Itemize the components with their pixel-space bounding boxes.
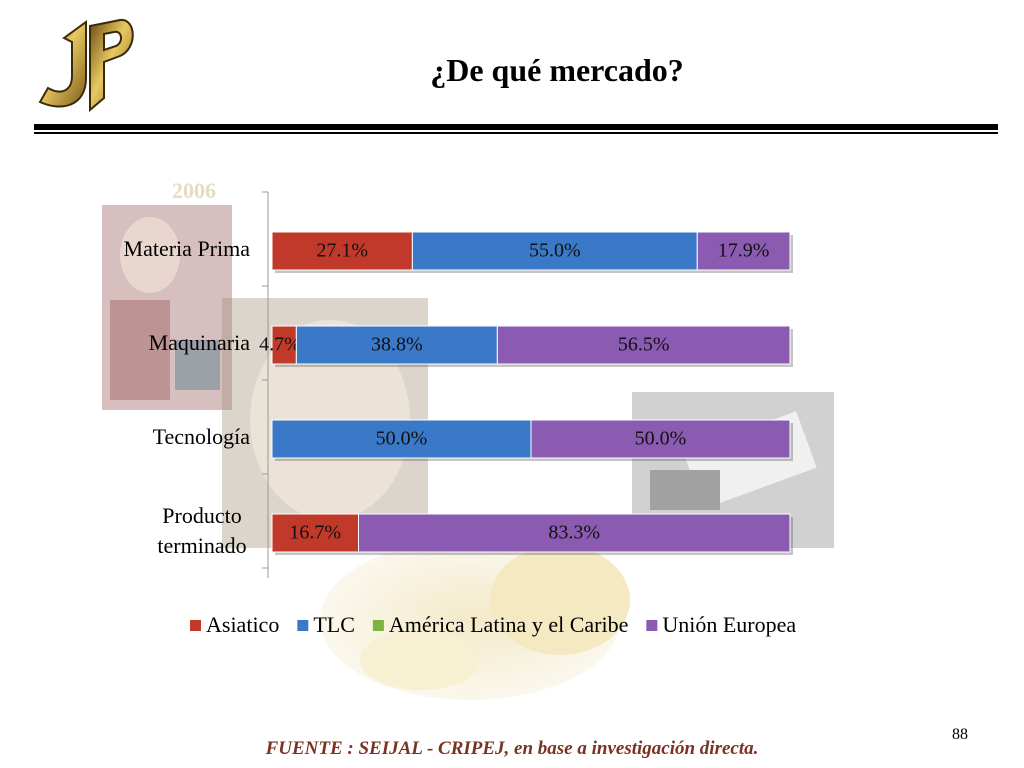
data-label: 55.0% bbox=[529, 240, 581, 262]
data-label: 50.0% bbox=[376, 428, 428, 450]
legend-label: América Latina y el Caribe bbox=[389, 612, 628, 637]
data-label: 27.1% bbox=[316, 240, 368, 262]
data-label: 56.5% bbox=[618, 334, 670, 356]
page-number: 88 bbox=[952, 726, 968, 743]
legend-swatch bbox=[646, 620, 658, 631]
stacked-bar-chart: Materia Prima 27.1% 55.0% 17.9% Maquinaria 4.… bbox=[124, 191, 796, 637]
background-photo-jewelry bbox=[320, 540, 630, 700]
legend-swatch bbox=[372, 620, 384, 631]
slide-title: ¿De qué mercado? bbox=[430, 52, 684, 88]
bar-segment-tlc bbox=[271, 419, 532, 459]
category-label-line: Producto bbox=[162, 503, 241, 528]
jp-logo bbox=[38, 18, 134, 113]
data-label: 50.0% bbox=[635, 428, 687, 450]
data-label: 4.7% bbox=[259, 334, 301, 356]
data-label: 17.9% bbox=[718, 240, 770, 262]
bar-segment-asiatico bbox=[271, 513, 360, 553]
data-label: 16.7% bbox=[289, 522, 341, 544]
bar-segment-asiatico bbox=[271, 325, 297, 365]
category-label: Materia Prima bbox=[124, 236, 251, 261]
bar-segment-tlc bbox=[411, 231, 698, 271]
legend-swatch bbox=[190, 620, 201, 631]
data-label: 83.3% bbox=[548, 522, 600, 544]
bar-segment-uni-n-europea bbox=[530, 419, 791, 459]
legend-label: TLC bbox=[313, 612, 355, 637]
legend-label: Unión Europea bbox=[662, 612, 796, 637]
source-footer: FUENTE : SEIJAL - CRIPEJ, en base a inve… bbox=[265, 738, 759, 759]
title-divider bbox=[34, 124, 998, 130]
bar-segment-uni-n-europea bbox=[358, 513, 791, 553]
chart-title: 2006 bbox=[172, 178, 216, 203]
category-label: Maquinaria bbox=[149, 330, 251, 355]
data-label: 38.8% bbox=[371, 334, 423, 356]
bar-segment-uni-n-europea bbox=[496, 325, 791, 365]
category-label: Producto terminado bbox=[157, 503, 246, 558]
bar-segment-uni-n-europea bbox=[696, 231, 791, 271]
category-label: Tecnología bbox=[153, 424, 251, 449]
category-label-line: terminado bbox=[157, 533, 246, 558]
legend-swatch bbox=[297, 620, 309, 631]
background-photo-woman bbox=[102, 205, 232, 410]
title-divider-thin bbox=[34, 132, 998, 134]
legend-label: Asiatico bbox=[206, 612, 279, 637]
